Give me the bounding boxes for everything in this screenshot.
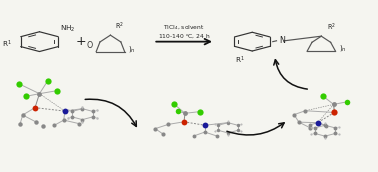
FancyArrowPatch shape xyxy=(227,123,284,135)
Text: O: O xyxy=(87,41,93,50)
Text: R$^2$: R$^2$ xyxy=(327,22,336,33)
Text: R$^1$: R$^1$ xyxy=(235,55,245,66)
Text: 110-140 $^o$C, 24 h: 110-140 $^o$C, 24 h xyxy=(158,32,211,40)
FancyArrowPatch shape xyxy=(85,99,136,126)
Text: TiCl$_4$, solvent: TiCl$_4$, solvent xyxy=(163,23,205,32)
FancyArrowPatch shape xyxy=(274,60,307,89)
Text: NH$_2$: NH$_2$ xyxy=(60,23,76,34)
Text: $)_n$: $)_n$ xyxy=(339,43,347,53)
Text: +: + xyxy=(75,35,86,48)
Text: N: N xyxy=(279,36,285,45)
Text: R$^2$: R$^2$ xyxy=(115,21,124,32)
Text: $)_n$: $)_n$ xyxy=(128,44,136,54)
Text: R$^1$: R$^1$ xyxy=(3,39,12,50)
